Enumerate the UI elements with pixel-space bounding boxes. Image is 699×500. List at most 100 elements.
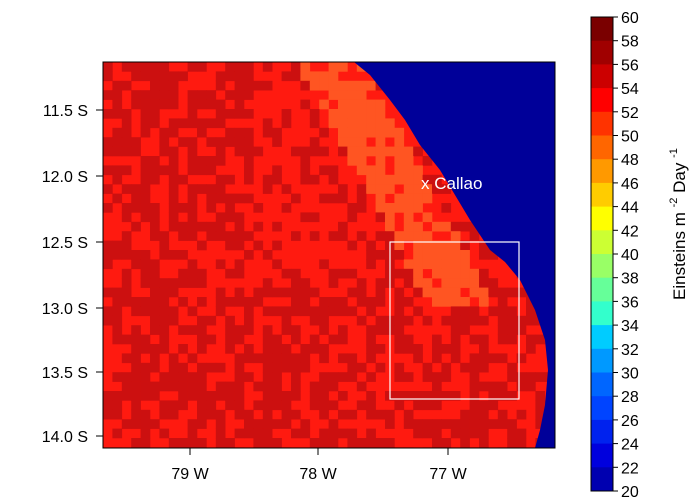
field-pixel bbox=[112, 109, 123, 119]
field-pixel bbox=[159, 287, 170, 298]
field-pixel bbox=[516, 353, 527, 364]
field-pixel bbox=[131, 259, 141, 270]
field-pixel bbox=[272, 287, 282, 298]
field-pixel bbox=[507, 391, 517, 401]
field-pixel bbox=[178, 344, 188, 354]
field-pixel bbox=[291, 231, 301, 241]
field-pixel bbox=[131, 203, 141, 213]
field-pixel bbox=[262, 438, 273, 448]
field-pixel bbox=[403, 212, 414, 223]
field-pixel bbox=[469, 231, 480, 241]
field-pixel bbox=[131, 391, 141, 401]
field-pixel bbox=[131, 297, 141, 307]
field-pixel bbox=[197, 240, 207, 251]
field-pixel bbox=[394, 391, 405, 401]
colorbar-tick-label: 36 bbox=[621, 294, 639, 311]
field-pixel bbox=[328, 428, 339, 439]
field-pixel bbox=[450, 297, 461, 307]
field-pixel bbox=[187, 193, 198, 204]
field-pixel bbox=[253, 146, 264, 157]
field-pixel bbox=[309, 306, 320, 317]
field-pixel bbox=[121, 165, 132, 176]
field-pixel bbox=[187, 381, 198, 392]
field-pixel bbox=[291, 268, 301, 279]
field-pixel bbox=[103, 109, 113, 119]
field-pixel bbox=[432, 428, 442, 439]
field-pixel bbox=[366, 438, 376, 448]
field-pixel bbox=[215, 71, 226, 82]
field-pixel bbox=[291, 297, 301, 307]
field-pixel bbox=[394, 372, 405, 382]
field-pixel bbox=[554, 212, 555, 223]
field-pixel bbox=[112, 334, 123, 345]
field-pixel bbox=[168, 372, 179, 382]
field-pixel bbox=[309, 400, 320, 411]
field-pixel bbox=[187, 391, 198, 401]
field-pixel bbox=[121, 137, 132, 147]
field-pixel bbox=[497, 315, 508, 326]
field-pixel bbox=[131, 62, 141, 72]
field-pixel bbox=[375, 250, 386, 260]
field-pixel bbox=[413, 184, 423, 194]
field-pixel bbox=[103, 62, 113, 72]
colorbar-tick-label: 26 bbox=[621, 413, 639, 430]
field-pixel bbox=[159, 315, 170, 326]
field-pixel bbox=[403, 259, 414, 270]
field-pixel bbox=[338, 334, 348, 345]
colorbar-tick-label: 52 bbox=[621, 105, 639, 122]
field-pixel bbox=[338, 428, 348, 439]
field-pixel bbox=[432, 259, 442, 270]
field-pixel bbox=[356, 287, 367, 298]
field-pixel bbox=[319, 127, 329, 138]
field-pixel bbox=[112, 137, 123, 147]
field-pixel bbox=[356, 362, 367, 373]
field-pixel bbox=[413, 240, 423, 251]
field-pixel bbox=[159, 250, 170, 260]
field-pixel bbox=[140, 250, 151, 260]
field-pixel bbox=[131, 221, 141, 232]
field-pixel bbox=[103, 287, 113, 298]
field-pixel bbox=[121, 278, 132, 288]
field-pixel bbox=[253, 353, 264, 364]
field-pixel bbox=[253, 203, 264, 213]
field-pixel bbox=[131, 447, 141, 448]
field-pixel bbox=[535, 372, 546, 382]
field-pixel bbox=[197, 118, 207, 129]
field-pixel bbox=[441, 419, 452, 429]
field-pixel bbox=[422, 447, 433, 448]
field-pixel bbox=[281, 447, 292, 448]
field-pixel bbox=[262, 174, 273, 185]
field-pixel bbox=[215, 221, 226, 232]
field-pixel bbox=[403, 165, 414, 176]
field-pixel bbox=[178, 231, 188, 241]
field-pixel bbox=[450, 391, 461, 401]
field-pixel bbox=[197, 90, 207, 100]
field-pixel bbox=[460, 428, 470, 439]
field-pixel bbox=[375, 438, 386, 448]
field-pixel bbox=[507, 287, 517, 298]
field-pixel bbox=[253, 221, 264, 232]
field-pixel bbox=[150, 71, 160, 82]
field-pixel bbox=[366, 391, 376, 401]
field-pixel bbox=[206, 391, 217, 401]
field-pixel bbox=[168, 353, 179, 364]
field-pixel bbox=[375, 127, 386, 138]
field-pixel bbox=[112, 400, 123, 411]
field-pixel bbox=[150, 362, 160, 373]
field-pixel bbox=[131, 306, 141, 317]
y-tick-label: 11.5 S bbox=[43, 103, 88, 120]
y-tick-label: 14.0 S bbox=[42, 429, 88, 446]
y-tick-label: 12.0 S bbox=[42, 169, 88, 186]
field-pixel bbox=[516, 315, 527, 326]
field-pixel bbox=[432, 334, 442, 345]
field-pixel bbox=[140, 268, 151, 279]
field-pixel bbox=[112, 447, 123, 448]
field-pixel bbox=[281, 353, 292, 364]
field-pixel bbox=[150, 419, 160, 429]
field-pixel bbox=[178, 71, 188, 82]
field-pixel bbox=[262, 419, 273, 429]
field-pixel bbox=[112, 306, 123, 317]
field-pixel bbox=[215, 184, 226, 194]
field-pixel bbox=[460, 259, 470, 270]
field-pixel bbox=[347, 99, 358, 110]
